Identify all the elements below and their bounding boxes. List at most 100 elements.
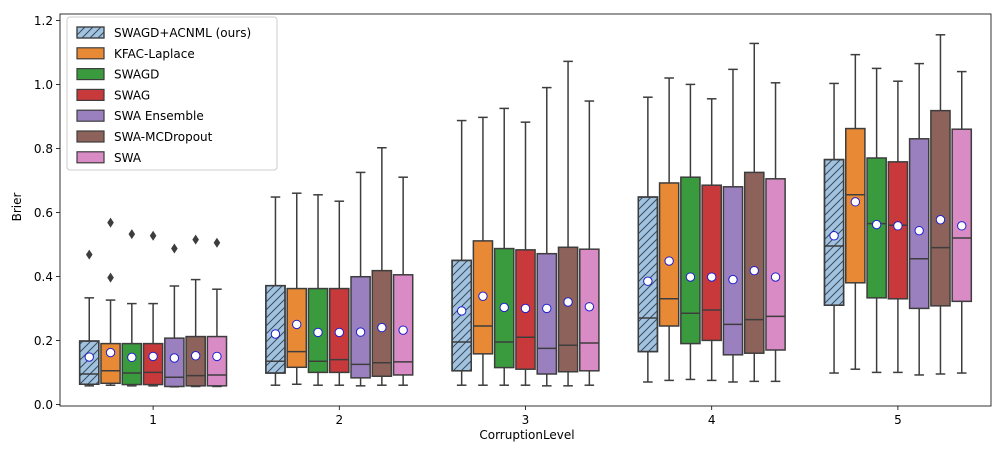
legend-label: KFAC-Laplace	[114, 47, 195, 61]
legend-item[interactable]: SWAG	[76, 88, 150, 102]
x-axis: 1 2 3 4 5	[149, 406, 902, 427]
outlier-point	[107, 217, 114, 228]
legend-frame	[66, 16, 278, 171]
mean-marker	[893, 221, 903, 231]
legend-item[interactable]: SWAGD	[76, 68, 159, 82]
box	[930, 109, 951, 307]
y-tick-label: 0.2	[34, 334, 53, 348]
x-axis-label: CorruptionLevel	[479, 428, 574, 442]
box-group	[350, 171, 371, 387]
legend-label: SWA Ensemble	[114, 109, 204, 123]
mean-marker	[499, 302, 509, 313]
box	[100, 342, 121, 385]
box-group	[887, 80, 909, 374]
box-group	[557, 60, 579, 387]
box-group	[765, 82, 786, 383]
y-tick-label: 0.4	[34, 270, 53, 284]
legend-swatch	[76, 109, 105, 122]
box-group	[722, 68, 744, 383]
x-tick-label: 1	[149, 413, 157, 427]
x-tick-label: 3	[522, 413, 530, 427]
box	[557, 246, 579, 373]
legend-item[interactable]: KFAC-Laplace	[76, 47, 195, 61]
mean-marker	[935, 215, 946, 225]
outlier-point	[192, 234, 199, 245]
legend-item[interactable]: SWA Ensemble	[76, 109, 204, 123]
mean-marker	[270, 329, 281, 339]
box	[908, 138, 930, 310]
box-group	[78, 249, 100, 387]
box	[722, 186, 744, 356]
mean-marker	[190, 351, 201, 361]
mean-marker	[584, 302, 595, 312]
mean-marker	[728, 274, 738, 285]
y-tick-label: 0.8	[34, 142, 53, 156]
box-group	[701, 98, 723, 382]
box	[680, 176, 701, 345]
box-group	[579, 100, 600, 386]
box-group	[142, 230, 164, 387]
box	[536, 252, 558, 375]
legend-label: SWAGD+ACNML (ours)	[114, 26, 251, 40]
box	[206, 335, 228, 387]
box	[142, 342, 164, 386]
y-tick-label: 0.0	[34, 398, 53, 412]
box	[765, 178, 786, 351]
mean-marker	[542, 303, 552, 314]
mean-marker	[707, 272, 717, 282]
legend-label: SWAG	[114, 88, 150, 102]
y-tick-label: 1.2	[34, 14, 53, 28]
mean-marker	[685, 272, 696, 282]
mean-marker	[292, 319, 302, 330]
legend-item[interactable]: SWA-MCDropout	[76, 130, 213, 144]
box-group	[472, 116, 494, 386]
legend-swatch	[76, 151, 105, 164]
box-group	[823, 82, 845, 374]
box	[185, 335, 206, 387]
legend-item[interactable]: SWAGD+ACNML (ours)	[76, 26, 251, 40]
mean-marker	[664, 256, 674, 266]
mean-marker	[334, 327, 344, 338]
outlier-point	[171, 243, 178, 254]
box-group	[100, 217, 121, 386]
box-group	[265, 196, 286, 386]
box-group	[206, 237, 228, 388]
mean-marker	[84, 352, 94, 362]
y-tick-label: 1.0	[34, 78, 53, 92]
box-group	[392, 176, 414, 386]
box-group	[451, 119, 472, 386]
box-group	[908, 62, 930, 376]
legend-item[interactable]: SWA	[76, 151, 142, 165]
box-group	[286, 192, 308, 385]
mean-marker	[914, 225, 924, 236]
box-group	[371, 147, 393, 386]
box-group	[743, 42, 765, 383]
y-axis-label: Brier	[10, 193, 24, 222]
legend-swatch	[76, 130, 105, 143]
mean-marker	[456, 306, 467, 316]
outlier-point	[107, 272, 114, 283]
mean-marker	[127, 352, 137, 363]
box-group	[930, 34, 951, 375]
box-group	[307, 194, 329, 386]
mean-marker	[355, 327, 366, 337]
legend[interactable]: SWAGD+ACNML (ours) KFAC-Laplace SWAGD SWAG S…	[66, 16, 278, 171]
mean-marker	[478, 291, 488, 301]
box-group	[866, 67, 887, 374]
box-group	[328, 200, 350, 386]
box	[743, 171, 765, 354]
box-group	[536, 86, 558, 387]
box-group	[845, 53, 866, 370]
x-tick-label: 2	[335, 413, 343, 427]
mean-marker	[169, 353, 180, 363]
outlier-point	[213, 237, 221, 248]
mean-marker	[770, 272, 781, 282]
box	[658, 182, 680, 327]
y-axis: 0.0 0.2 0.4 0.6 0.8 1.0 1.2	[34, 14, 60, 412]
box-group	[493, 107, 515, 386]
x-tick-label: 4	[708, 413, 716, 427]
mean-marker	[398, 325, 408, 335]
outlier-point	[128, 229, 136, 240]
mean-marker	[871, 219, 882, 230]
